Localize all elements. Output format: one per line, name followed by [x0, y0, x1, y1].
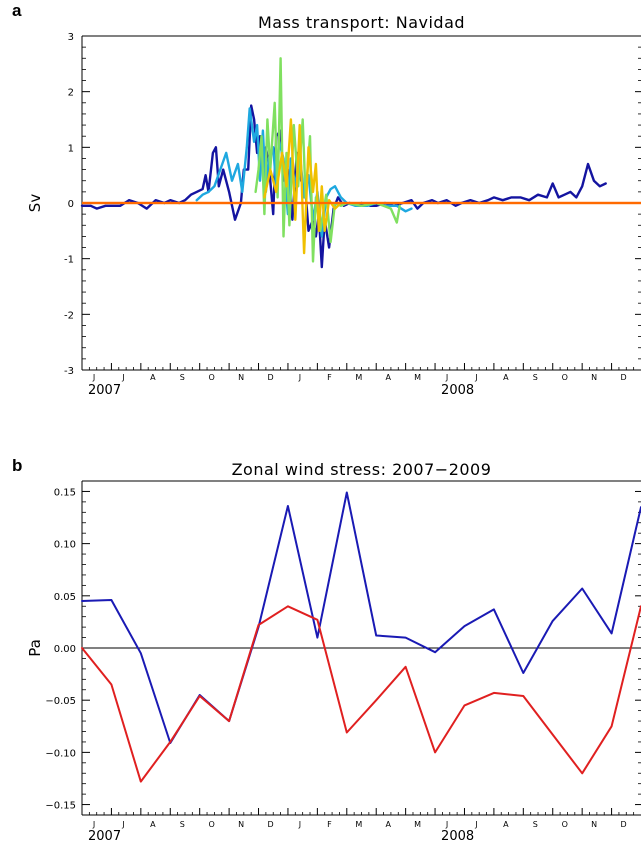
panel-b-chart: b Zonal wind stress: 2007−2009 Pa −0.15 −0.…: [12, 456, 641, 844]
year-label: 2007: [88, 829, 121, 844]
series-line: [81, 491, 641, 744]
year-label: 2008: [441, 829, 474, 844]
x-tick-label: S: [180, 820, 185, 829]
x-tick-label: D: [267, 820, 273, 829]
series-line: [81, 605, 641, 783]
x-tick-label: J: [121, 373, 124, 382]
year-label: 2008: [441, 383, 474, 398]
x-tick-label: A: [503, 820, 509, 829]
chart-title: Mass transport: Navidad: [258, 13, 465, 32]
y-tick-label: 0.00: [54, 644, 76, 655]
x-tick-label: S: [533, 373, 538, 382]
x-tick-label: D: [620, 373, 626, 382]
x-tick-label: J: [121, 820, 124, 829]
y-axis-label: Sv: [26, 194, 44, 213]
x-tick-label: M: [355, 373, 362, 382]
y-tick-label: 0.10: [54, 540, 76, 551]
x-tick-label: A: [385, 820, 391, 829]
x-tick-label: O: [562, 820, 568, 829]
x-tick-label: A: [150, 373, 156, 382]
x-tick-label: N: [591, 820, 597, 829]
x-tick-label: J: [474, 820, 477, 829]
x-tick-label: D: [620, 820, 626, 829]
x-tick-label: A: [503, 373, 509, 382]
x-tick-label: J: [298, 820, 301, 829]
y-tick-label: 3: [68, 32, 74, 43]
x-tick-label: M: [414, 373, 421, 382]
x-tick-label: J: [92, 820, 95, 829]
x-tick-label: F: [327, 820, 332, 829]
x-tick-label: F: [327, 373, 332, 382]
y-tick-label: 2: [68, 88, 74, 99]
y-tick-label: −0.15: [45, 801, 76, 812]
x-tick-label: M: [355, 820, 362, 829]
x-tick-label: J: [92, 373, 95, 382]
panel-a-chart: a Mass transport: Navidad Sv -3 -2 -1 0 1 2 3 J J A…: [12, 1, 641, 398]
y-tick-label: 0.15: [54, 487, 76, 498]
year-label: 2007: [88, 383, 121, 398]
x-tick-label: O: [209, 373, 215, 382]
y-tick-label: 0.05: [54, 592, 76, 603]
panel-b-letter: b: [12, 456, 22, 475]
x-tick-label: N: [238, 373, 244, 382]
x-tick-label: J: [474, 373, 477, 382]
x-tick-label: A: [150, 820, 156, 829]
x-tick-label: S: [180, 373, 185, 382]
x-tick-label: J: [445, 820, 448, 829]
x-tick-label: M: [414, 820, 421, 829]
series-line: [80, 104, 607, 269]
y-axis-label: Pa: [26, 639, 44, 657]
y-tick-label: 1: [68, 143, 74, 154]
y-tick-label: 0: [68, 199, 74, 210]
x-tick-label: D: [267, 373, 273, 382]
x-tick-label: N: [238, 820, 244, 829]
x-tick-label: J: [298, 373, 301, 382]
y-tick-label: -2: [64, 310, 74, 321]
chart-title: Zonal wind stress: 2007−2009: [232, 460, 492, 479]
y-tick-label: -1: [64, 255, 74, 266]
y-tick-label: -3: [64, 366, 74, 377]
x-tick-label: S: [533, 820, 538, 829]
x-tick-label: O: [562, 373, 568, 382]
x-tick-label: O: [209, 820, 215, 829]
y-tick-label: −0.05: [45, 696, 76, 707]
series-line: [263, 118, 343, 255]
panel-a-letter: a: [12, 1, 22, 20]
x-tick-label: A: [385, 373, 391, 382]
x-tick-label: J: [445, 373, 448, 382]
x-tick-label: N: [591, 373, 597, 382]
y-tick-label: −0.10: [45, 748, 76, 759]
